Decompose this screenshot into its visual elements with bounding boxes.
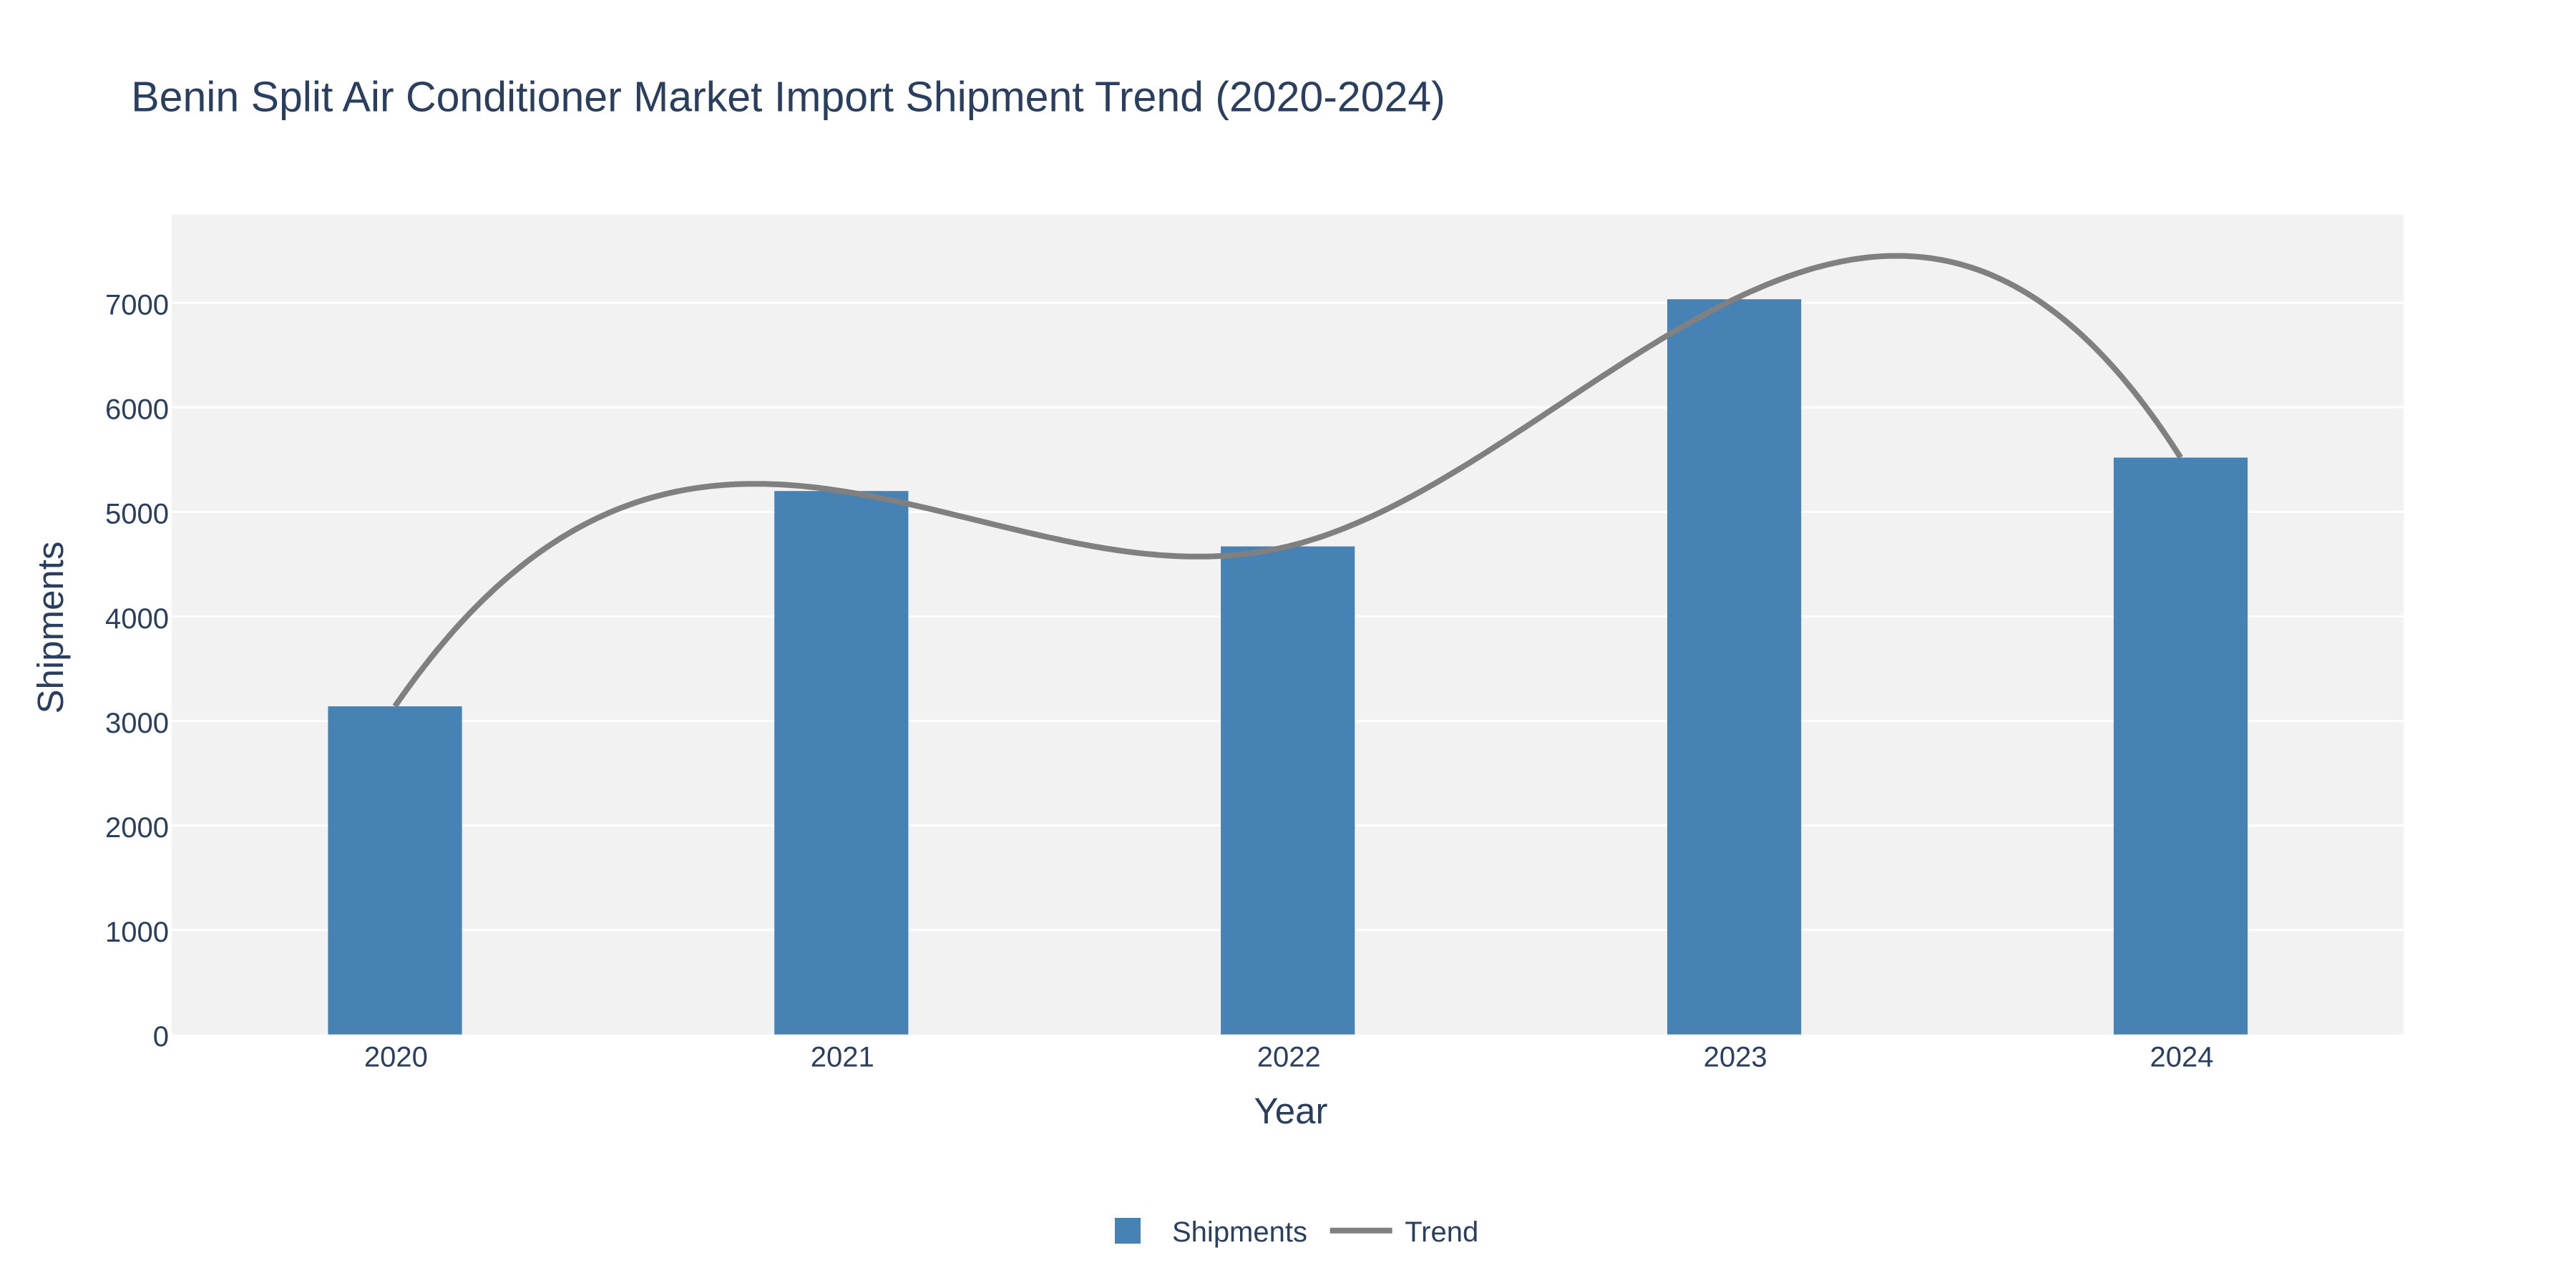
svg-text:6000: 6000 [105, 394, 169, 426]
svg-text:Shipments: Shipments [30, 542, 71, 714]
svg-text:4000: 4000 [105, 603, 169, 635]
svg-text:2024: 2024 [2150, 1042, 2214, 1073]
svg-text:2022: 2022 [1257, 1042, 1321, 1073]
svg-text:0: 0 [153, 1021, 169, 1053]
svg-text:Shipments: Shipments [1172, 1216, 1307, 1248]
svg-text:3000: 3000 [105, 708, 169, 739]
svg-text:5000: 5000 [105, 499, 169, 530]
svg-text:2020: 2020 [364, 1042, 428, 1073]
svg-text:2021: 2021 [811, 1042, 874, 1073]
svg-text:7000: 7000 [105, 290, 169, 321]
svg-text:Year: Year [1254, 1091, 1327, 1131]
svg-text:2000: 2000 [105, 812, 169, 844]
svg-text:Benin Split Air Conditioner Ma: Benin Split Air Conditioner Market Impor… [131, 73, 1445, 120]
svg-text:Trend: Trend [1405, 1216, 1478, 1248]
svg-text:2023: 2023 [1704, 1042, 1767, 1073]
svg-text:1000: 1000 [105, 917, 169, 948]
